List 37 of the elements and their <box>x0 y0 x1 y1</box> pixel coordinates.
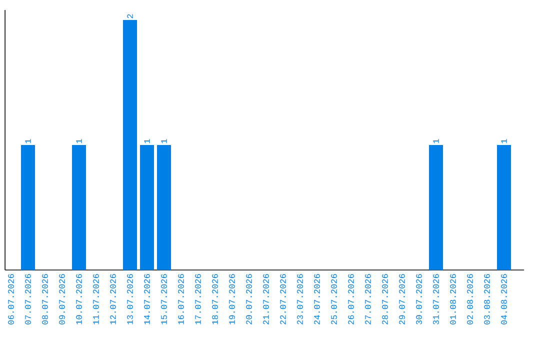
x-tick-label: 03.08.2026 <box>484 274 490 324</box>
x-tick-label: 14.07.2026 <box>144 274 150 324</box>
x-tick-label: 30.07.2026 <box>416 274 422 324</box>
data-label: 1 <box>144 139 150 144</box>
x-tick-label: 07.07.2026 <box>25 274 31 324</box>
x-tick-label: 22.07.2026 <box>280 274 286 324</box>
x-tick-label: 26.07.2026 <box>348 274 354 324</box>
x-tick-label: 29.07.2026 <box>399 274 405 324</box>
x-tick-label: 06.07.2026 <box>8 274 14 324</box>
x-tick-label: 11.07.2026 <box>93 274 99 324</box>
x-tick-label: 04.08.2026 <box>501 274 507 324</box>
data-label: 2 <box>127 14 133 18</box>
x-tick-label: 15.07.2026 <box>161 274 167 324</box>
x-tick-label: 09.07.2026 <box>59 274 65 324</box>
data-label: 1 <box>161 139 167 144</box>
x-tick-label: 25.07.2026 <box>331 274 337 324</box>
x-tick-label: 23.07.2026 <box>297 274 303 324</box>
x-tick-label: 16.07.2026 <box>178 274 184 324</box>
data-label: 1 <box>76 139 82 144</box>
x-tick-label: 12.07.2026 <box>110 274 116 324</box>
x-tick-label: 20.07.2026 <box>246 274 252 324</box>
x-tick-label: 28.07.2026 <box>382 274 388 324</box>
x-tick-label: 18.07.2026 <box>212 274 218 324</box>
x-tick-label: 10.07.2026 <box>76 274 82 324</box>
x-tick-label: 17.07.2026 <box>195 274 201 324</box>
x-tick-label: 24.07.2026 <box>314 274 320 324</box>
x-tick-label: 02.08.2026 <box>467 274 473 324</box>
x-tick-label: 13.07.2026 <box>127 274 133 324</box>
data-label: 1 <box>25 139 31 144</box>
x-tick-label: 27.07.2026 <box>365 274 371 324</box>
x-tick-label: 08.07.2026 <box>42 274 48 324</box>
x-tick-label: 01.08.2026 <box>450 274 456 324</box>
x-tick-label: 31.07.2026 <box>433 274 439 324</box>
x-tick-label: 19.07.2026 <box>229 274 235 324</box>
data-label: 1 <box>433 139 439 144</box>
x-tick-label: 21.07.2026 <box>263 274 269 324</box>
data-label: 1 <box>501 139 507 144</box>
